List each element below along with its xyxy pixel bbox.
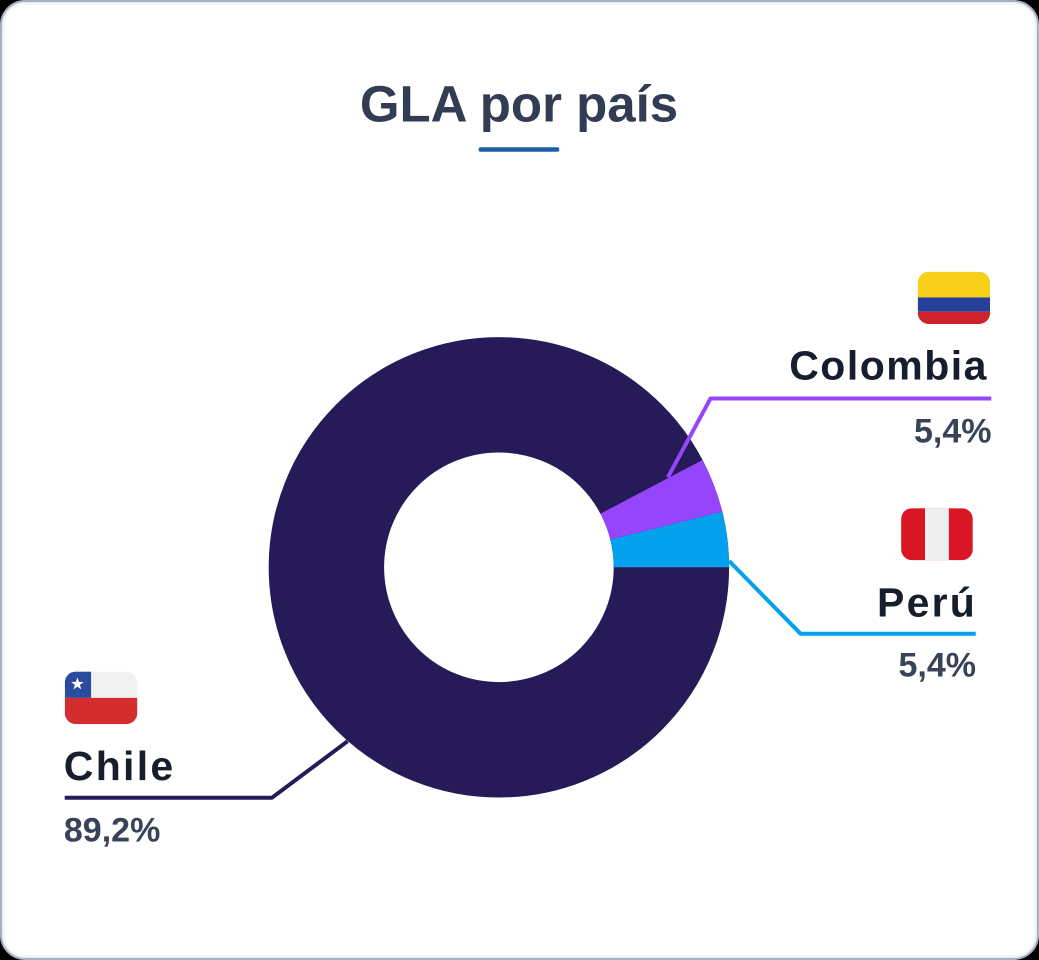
- svg-text:5,4%: 5,4%: [914, 413, 992, 451]
- svg-text:5,4%: 5,4%: [899, 647, 977, 685]
- svg-text:Chile: Chile: [64, 743, 176, 789]
- svg-text:89,2%: 89,2%: [64, 811, 160, 849]
- svg-text:Colombia: Colombia: [789, 343, 988, 389]
- svg-text:Perú: Perú: [877, 580, 977, 626]
- svg-text:GLA por país: GLA por país: [360, 75, 678, 132]
